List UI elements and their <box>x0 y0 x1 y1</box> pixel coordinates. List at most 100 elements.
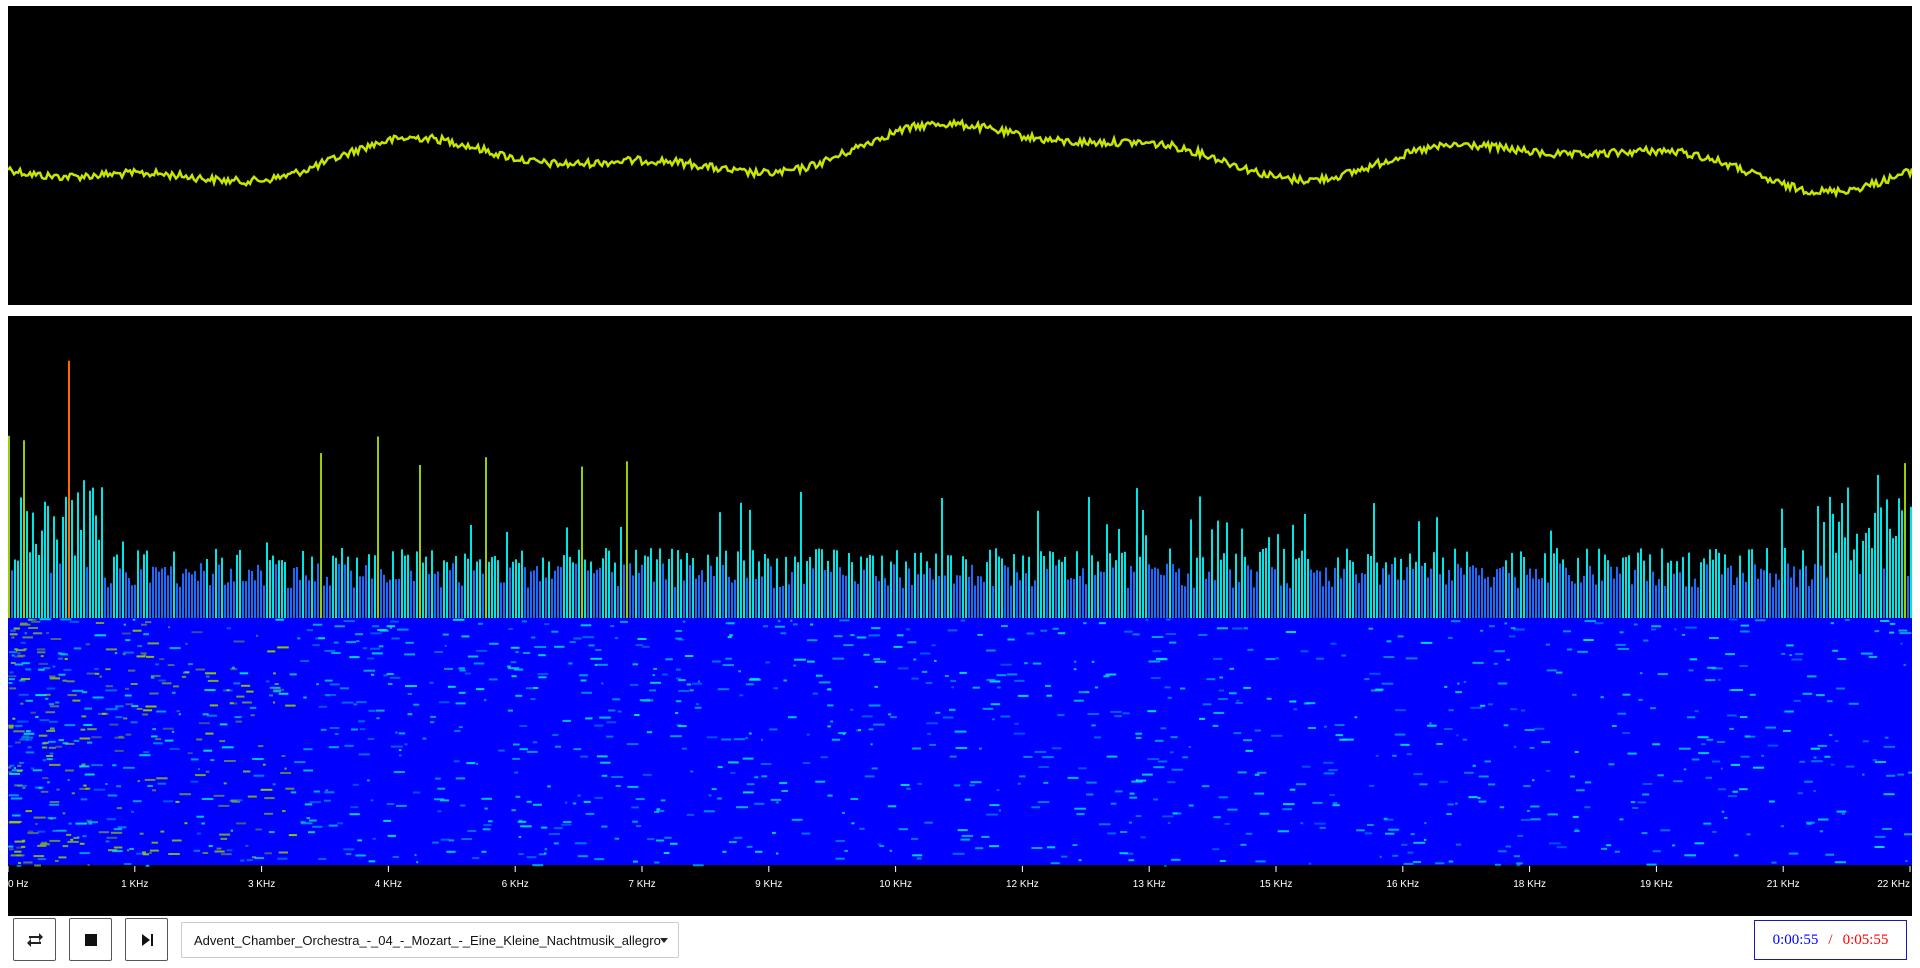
spectrogram-cell <box>376 717 380 720</box>
spectrum-bar <box>1523 557 1525 618</box>
spectrogram-cell <box>743 791 754 794</box>
spectrogram-cell <box>31 620 41 623</box>
spectrogram-cell <box>606 721 617 724</box>
spectrum-bar <box>1352 561 1354 618</box>
spectrum-bar <box>989 549 991 618</box>
spectrogram-cell <box>17 764 22 767</box>
spectrogram-cell <box>191 631 203 634</box>
spectrogram-cell <box>343 848 355 851</box>
spectrogram-cell <box>906 628 911 631</box>
track-select[interactable]: Advent_Chamber_Orchestra_-_04_-_Mozart_-… <box>181 922 679 958</box>
spectrogram-cell <box>378 645 384 648</box>
spectrogram-cell <box>175 800 180 803</box>
stop-button[interactable] <box>69 918 112 961</box>
spectrogram-cell <box>696 703 699 706</box>
spectrogram-cell <box>1691 758 1700 761</box>
spectrum-bar <box>1079 575 1081 618</box>
spectrogram-cell <box>483 824 492 826</box>
spectrogram-cell <box>1577 650 1588 653</box>
spectrogram-cell <box>356 701 367 704</box>
spectrum-bar <box>1838 521 1840 618</box>
skip-next-button[interactable] <box>125 918 168 961</box>
spectrum-bar <box>758 561 760 618</box>
spectrogram-cell <box>670 735 682 738</box>
spectrogram-cell <box>1530 805 1540 808</box>
spectrogram-cell <box>1265 658 1276 661</box>
spectrogram-cell <box>681 747 687 750</box>
spectrogram-cell <box>236 695 245 698</box>
spectrogram-cell <box>1444 685 1448 688</box>
spectrogram-cell <box>38 668 45 671</box>
spectrogram-cell <box>986 813 998 816</box>
spectrum-bar <box>74 555 76 618</box>
spectrogram-cell <box>1874 846 1885 848</box>
spectrogram-cell <box>1584 806 1591 809</box>
spectrum-bar <box>1166 563 1168 618</box>
spectrum-bar <box>1580 582 1582 618</box>
freq-tick-label: 18 KHz <box>1513 879 1546 890</box>
spectrogram-cell <box>514 771 519 774</box>
spectrogram-cell <box>1256 771 1267 774</box>
spectrogram-cell <box>1584 620 1596 623</box>
spectrogram-cell <box>1403 862 1414 865</box>
spectrogram-cell <box>132 800 142 803</box>
spectrogram-cell <box>1521 818 1531 821</box>
spectrogram-cell <box>1166 618 1171 621</box>
spectrogram-cell <box>635 644 643 647</box>
spectrum-bar <box>845 575 847 618</box>
spectrogram-cell <box>359 728 366 731</box>
spectrogram-cell <box>85 787 91 790</box>
spectrogram-cell <box>26 738 33 741</box>
spectrogram-cell <box>788 716 797 719</box>
spectrum-bar <box>359 576 361 618</box>
spectrogram-cell <box>1531 779 1535 782</box>
spectrum-bar <box>1370 556 1372 618</box>
spectrogram-cell <box>831 738 841 741</box>
spectrogram-cell <box>874 660 886 663</box>
spectrogram-cell <box>123 623 126 626</box>
spectrum-bar <box>1415 561 1417 618</box>
spectrogram-cell <box>371 625 380 628</box>
spectrogram-cell <box>453 760 460 763</box>
spectrum-bar <box>1037 510 1039 618</box>
spectrum-bar <box>254 580 256 618</box>
spectrogram-cell <box>151 841 158 844</box>
spectrogram-cell <box>354 633 363 636</box>
spectrogram-cell <box>383 819 392 822</box>
spectrogram-cell <box>458 726 463 729</box>
spectrogram-cell <box>1266 697 1272 700</box>
spectrogram-cell <box>1386 640 1392 643</box>
spectrogram-cell <box>73 739 80 742</box>
spectrogram-cell <box>629 683 639 686</box>
spectrogram-cell <box>62 812 66 815</box>
spectrum-bar <box>1253 587 1255 618</box>
spectrogram-cell <box>945 675 949 677</box>
spectrum-bar <box>950 555 952 618</box>
spectrogram-cell <box>1503 724 1509 727</box>
spectrogram-cell <box>706 736 718 739</box>
spectrogram-cell <box>1335 734 1343 737</box>
spectrum-bar <box>1259 551 1261 618</box>
spectrogram-cell <box>780 632 787 635</box>
spectrogram-cell <box>300 660 310 662</box>
spectrum-bar <box>221 557 223 618</box>
spectrogram-cell <box>139 754 151 757</box>
spectrum-bar <box>140 569 142 618</box>
spectrogram-cell <box>929 743 936 746</box>
spectrogram-cell <box>730 771 736 774</box>
spectrum-bar <box>1847 487 1849 618</box>
spectrum-bar <box>797 562 799 618</box>
spectrogram-cell <box>1463 680 1467 683</box>
spectrum-bar <box>260 570 262 618</box>
spectrum-bar <box>770 566 772 618</box>
spectrogram-cell <box>727 622 735 625</box>
spectrum-bar <box>1022 555 1024 618</box>
spectrogram-cell <box>552 734 559 736</box>
spectrogram-cell <box>288 834 297 837</box>
spectrum-bar <box>1247 565 1249 618</box>
spectrum-bar <box>1658 579 1660 618</box>
spectrum-bar <box>1532 578 1534 618</box>
loop-button[interactable] <box>13 918 56 961</box>
spectrogram-cell <box>1330 642 1337 645</box>
spectrum-bar <box>122 541 124 618</box>
